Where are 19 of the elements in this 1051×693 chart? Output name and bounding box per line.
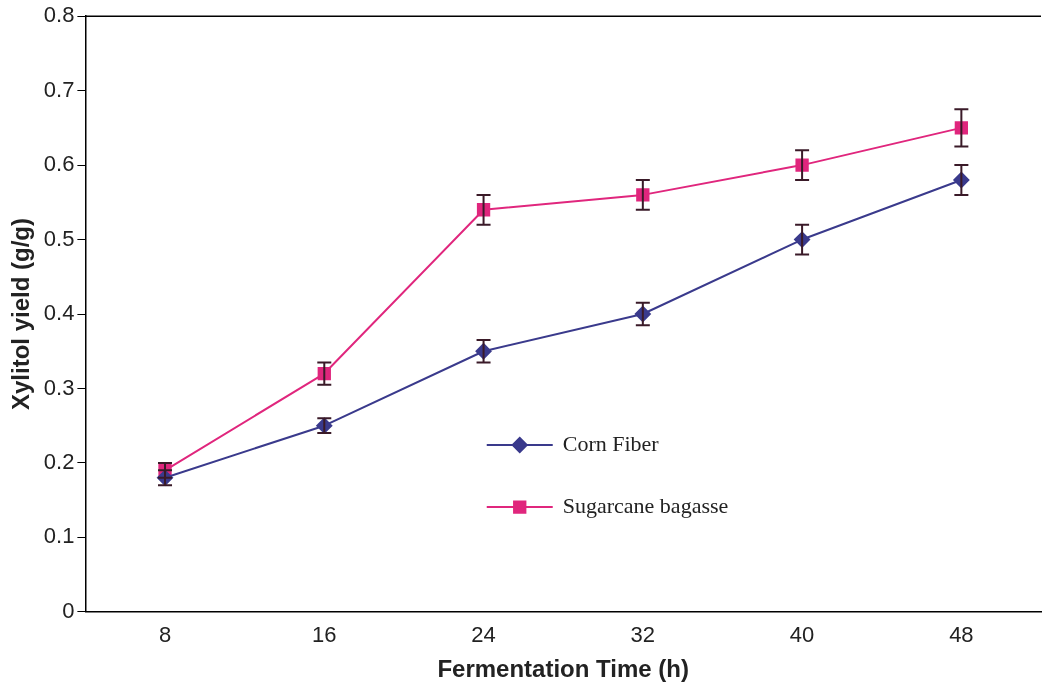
y-tick-label: 0.4	[43, 300, 75, 326]
x-axis-title: Fermentation Time (h)	[437, 655, 689, 683]
x-tick-label: 32	[630, 622, 656, 648]
legend-label: Sugarcane bagasse	[562, 492, 729, 518]
y-tick-label: 0.1	[43, 523, 75, 549]
y-tick-label: 0.6	[43, 151, 75, 177]
legend-label: Corn Fiber	[562, 430, 660, 456]
y-tick-label: 0.7	[43, 76, 75, 102]
y-axis-title: Xylitol yield (g/g)	[7, 217, 35, 411]
x-tick-label: 24	[471, 622, 496, 648]
x-tick-label: 48	[949, 622, 974, 648]
x-tick-label: 16	[312, 622, 337, 648]
y-tick-label: 0	[62, 597, 75, 623]
y-tick-label: 0.3	[43, 374, 75, 400]
y-tick-label: 0.5	[43, 225, 75, 251]
x-tick-label: 8	[158, 622, 172, 648]
y-tick-label: 0.8	[43, 2, 75, 28]
y-tick-label: 0.2	[43, 448, 75, 474]
x-tick-label: 40	[789, 622, 815, 648]
